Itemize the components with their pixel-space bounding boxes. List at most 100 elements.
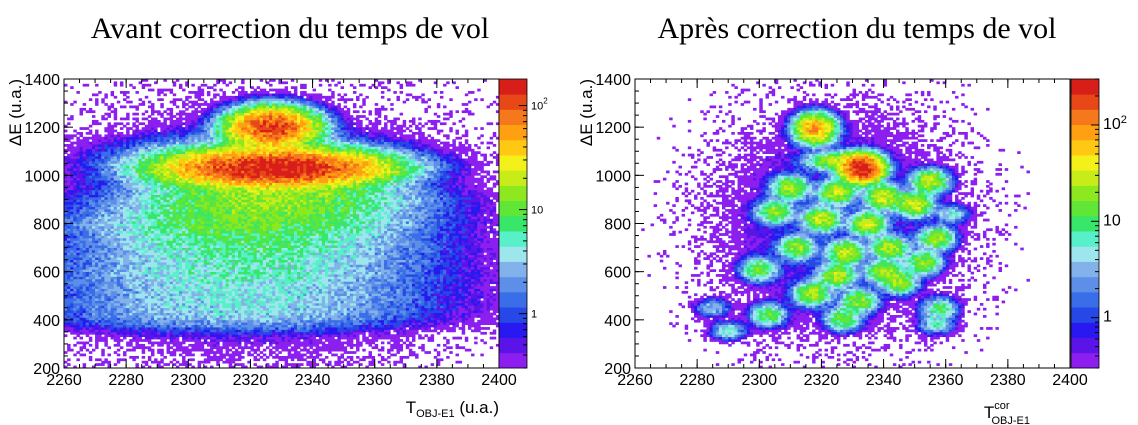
heatmap-cell — [135, 197, 139, 200]
heatmap-cell — [79, 218, 83, 222]
heatmap-cell — [76, 206, 80, 210]
heatmap-cell — [175, 252, 180, 256]
heatmap-cell — [138, 271, 143, 275]
heatmap-cell — [175, 245, 180, 248]
heatmap-cell — [210, 235, 214, 239]
heatmap-cell — [67, 302, 71, 306]
heatmap-cell — [64, 136, 68, 140]
heatmap-cell — [185, 293, 189, 297]
heatmap-cell — [88, 343, 93, 347]
heatmap-cell — [191, 91, 195, 94]
heatmap-cell — [141, 211, 146, 215]
heatmap-cell — [200, 353, 205, 357]
heatmap-cell — [178, 245, 183, 248]
heatmap-cell — [200, 233, 205, 236]
heatmap-cell — [178, 170, 183, 174]
heatmap-cell — [188, 329, 192, 333]
heatmap-cell — [169, 197, 174, 200]
heatmap-cell — [216, 146, 220, 150]
heatmap-cell — [107, 172, 111, 176]
heatmap-cell — [116, 201, 121, 205]
heatmap-cell — [206, 233, 211, 236]
heatmap-cell — [210, 307, 214, 311]
heatmap-cell — [182, 348, 186, 352]
heatmap-cell — [82, 266, 87, 270]
heatmap-cell — [82, 269, 87, 273]
heatmap-cell — [154, 360, 158, 364]
heatmap-cell — [110, 259, 115, 263]
heatmap-cell — [132, 213, 136, 217]
heatmap-cell — [91, 156, 96, 159]
heatmap-cell — [110, 168, 115, 171]
heatmap-cell — [67, 249, 71, 253]
heatmap-cell — [95, 204, 99, 207]
heatmap-cell — [191, 197, 195, 200]
heatmap-cell — [185, 197, 189, 200]
heatmap-cell — [132, 112, 136, 116]
heatmap-cell — [194, 329, 198, 333]
heatmap-cell — [188, 310, 192, 313]
heatmap-cell — [119, 358, 124, 362]
heatmap-cell — [88, 339, 93, 342]
heatmap-cell — [104, 182, 108, 186]
heatmap-cell — [76, 322, 80, 325]
heatmap-cell — [175, 172, 180, 176]
heatmap-cell — [185, 310, 189, 313]
heatmap-cell — [138, 213, 143, 217]
heatmap-cell — [82, 230, 87, 234]
heatmap-cell — [88, 276, 93, 280]
heatmap-cell — [91, 305, 96, 309]
heatmap-cell — [144, 237, 149, 241]
heatmap-cell — [216, 194, 220, 198]
heatmap-cell — [144, 216, 149, 220]
heatmap-cell — [135, 199, 139, 203]
heatmap-cell — [147, 293, 152, 297]
heatmap-cell — [147, 187, 152, 191]
heatmap-cell — [185, 271, 189, 275]
heatmap-cell — [132, 170, 136, 174]
heatmap-cell — [70, 290, 74, 294]
heatmap-cell — [210, 334, 214, 338]
heatmap-cell — [70, 288, 74, 292]
heatmap-cell — [203, 153, 208, 157]
heatmap-cell — [216, 225, 220, 229]
heatmap-cell — [132, 315, 136, 318]
heatmap-cell — [194, 254, 198, 258]
heatmap-cell — [119, 151, 124, 155]
heatmap-cell — [200, 348, 205, 352]
heatmap-cell — [191, 276, 195, 280]
heatmap-cell — [206, 274, 211, 277]
heatmap-cell — [116, 348, 121, 352]
heatmap-cell — [138, 252, 143, 256]
heatmap-cell — [163, 168, 167, 171]
heatmap-cell — [206, 201, 211, 205]
heatmap-cell — [119, 146, 124, 150]
heatmap-cell — [110, 249, 115, 253]
heatmap-cell — [70, 278, 74, 282]
heatmap-cell — [144, 281, 149, 285]
heatmap-cell — [206, 302, 211, 306]
heatmap-cell — [172, 353, 177, 357]
heatmap-cell — [185, 339, 189, 342]
heatmap-cell — [216, 271, 220, 275]
heatmap-cell — [76, 286, 80, 289]
heatmap-cell — [141, 343, 146, 347]
heatmap-cell — [194, 201, 198, 205]
heatmap-cell — [82, 252, 87, 256]
heatmap-cell — [135, 274, 139, 277]
heatmap-cell — [85, 127, 90, 130]
heatmap-cell — [213, 288, 217, 292]
heatmap-cell — [216, 288, 220, 292]
heatmap-cell — [135, 221, 139, 224]
heatmap-cell — [82, 249, 87, 253]
heatmap-cell — [188, 302, 192, 306]
heatmap-cell — [101, 353, 105, 357]
heatmap-cell — [172, 271, 177, 275]
heatmap-cell — [178, 184, 183, 188]
heatmap-cell — [219, 324, 223, 328]
heatmap-cell — [110, 194, 115, 198]
heatmap-cell — [119, 223, 124, 227]
heatmap-cell — [213, 290, 217, 294]
heatmap-cell — [141, 310, 146, 313]
heatmap-cell — [172, 177, 177, 181]
